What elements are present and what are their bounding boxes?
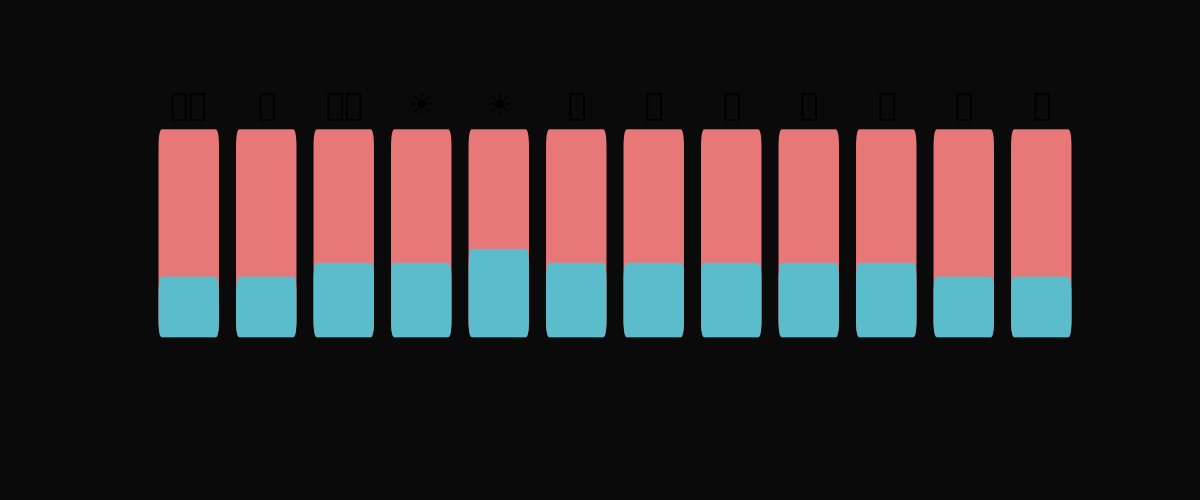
Text: 🌧: 🌧 <box>877 92 895 120</box>
FancyBboxPatch shape <box>701 262 762 337</box>
FancyBboxPatch shape <box>1012 276 1072 337</box>
FancyBboxPatch shape <box>934 276 994 337</box>
Text: 🌧: 🌧 <box>644 92 662 120</box>
FancyBboxPatch shape <box>1012 130 1072 337</box>
FancyBboxPatch shape <box>158 130 218 337</box>
Text: ⛅⁠🌧: ⛅⁠🌧 <box>325 92 362 120</box>
Text: ⛅⁠🌧: ⛅⁠🌧 <box>170 92 208 120</box>
Text: 🌧: 🌧 <box>955 92 973 120</box>
Text: 🌧: 🌧 <box>722 92 740 120</box>
Text: ⛅: ⛅ <box>568 92 586 120</box>
FancyBboxPatch shape <box>236 130 296 337</box>
FancyBboxPatch shape <box>158 276 218 337</box>
FancyBboxPatch shape <box>856 262 917 337</box>
FancyBboxPatch shape <box>779 130 839 337</box>
FancyBboxPatch shape <box>624 262 684 337</box>
FancyBboxPatch shape <box>236 276 296 337</box>
Text: ☀: ☀ <box>408 92 434 120</box>
FancyBboxPatch shape <box>391 262 451 337</box>
FancyBboxPatch shape <box>546 130 606 337</box>
FancyBboxPatch shape <box>391 130 451 337</box>
FancyBboxPatch shape <box>313 262 374 337</box>
FancyBboxPatch shape <box>468 249 529 337</box>
FancyBboxPatch shape <box>934 130 994 337</box>
FancyBboxPatch shape <box>701 130 762 337</box>
FancyBboxPatch shape <box>856 130 917 337</box>
Text: ☀: ☀ <box>485 92 512 120</box>
FancyBboxPatch shape <box>779 262 839 337</box>
FancyBboxPatch shape <box>468 130 529 337</box>
Text: 🌧: 🌧 <box>1032 92 1050 120</box>
FancyBboxPatch shape <box>546 262 606 337</box>
FancyBboxPatch shape <box>624 130 684 337</box>
Text: 🌧: 🌧 <box>799 92 818 120</box>
FancyBboxPatch shape <box>313 130 374 337</box>
Text: ⛅: ⛅ <box>257 92 275 120</box>
